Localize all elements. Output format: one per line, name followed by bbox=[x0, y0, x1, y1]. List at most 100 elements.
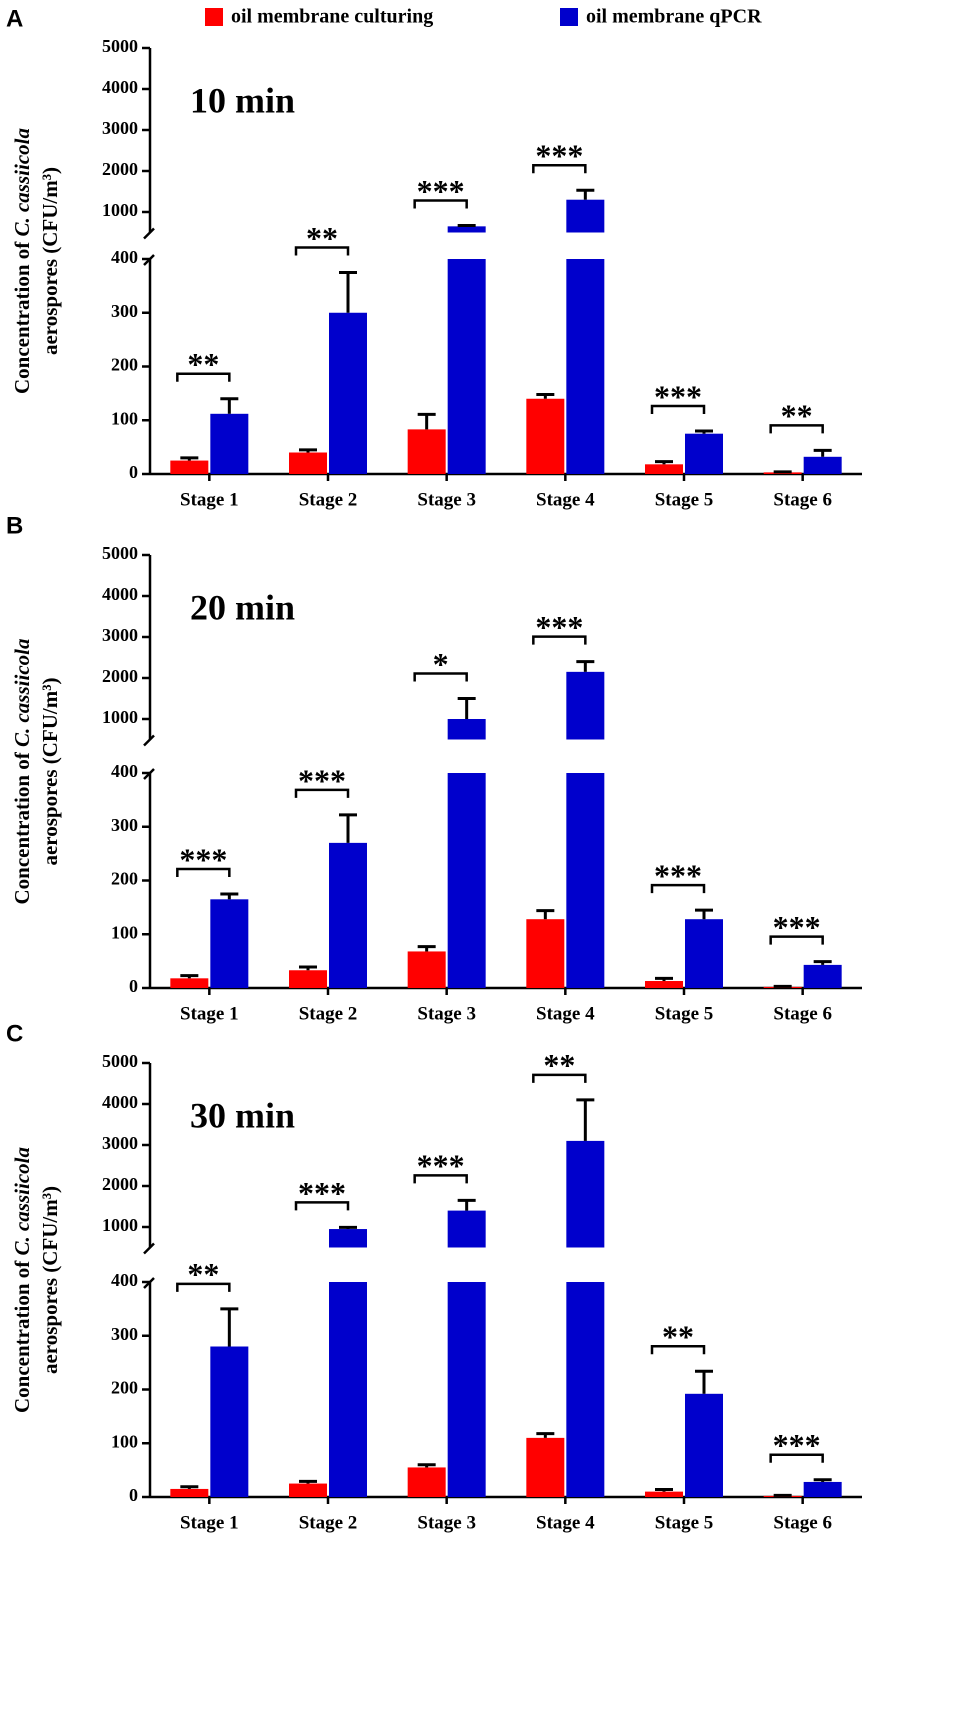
y-tick-label: 3000 bbox=[102, 625, 138, 645]
y-tick-label: 2000 bbox=[102, 666, 138, 686]
bar bbox=[447, 719, 486, 740]
x-tick-label: Stage 4 bbox=[536, 1512, 595, 1533]
significance-bracket bbox=[532, 164, 587, 174]
bar bbox=[447, 259, 486, 474]
significance-label: ** bbox=[306, 220, 338, 256]
y-tick-label: 200 bbox=[111, 1378, 138, 1398]
y-axis-label-part: C. cassiicola bbox=[10, 639, 34, 748]
x-tick-label: Stage 6 bbox=[773, 1003, 832, 1024]
x-tick-label: Stage 6 bbox=[773, 489, 832, 510]
y-axis-label: Concentration of C. cassiicola bbox=[10, 639, 34, 905]
significance-label: *** bbox=[654, 857, 702, 893]
y-tick-label: 400 bbox=[111, 1270, 138, 1290]
panel-label: C bbox=[6, 1020, 23, 1047]
x-tick-label: Stage 6 bbox=[773, 1512, 832, 1533]
significance-bracket bbox=[413, 672, 468, 682]
y-axis-label-part: Concentration of bbox=[10, 241, 34, 394]
bar bbox=[447, 1282, 486, 1497]
bar bbox=[329, 842, 367, 988]
bar bbox=[566, 1282, 605, 1497]
x-tick-label: Stage 5 bbox=[655, 1512, 714, 1533]
panel-label: A bbox=[6, 5, 23, 32]
significance-label: *** bbox=[654, 378, 702, 414]
y-tick-label: 1000 bbox=[102, 200, 138, 220]
bar bbox=[289, 1483, 327, 1497]
x-tick-label: Stage 4 bbox=[536, 489, 595, 510]
y-axis-label-part: Concentration of bbox=[10, 1260, 34, 1413]
bar bbox=[329, 1282, 367, 1497]
x-tick-label: Stage 1 bbox=[180, 489, 239, 510]
bar bbox=[803, 964, 842, 988]
y-tick-label: 0 bbox=[129, 976, 138, 996]
bar bbox=[645, 981, 683, 988]
significance-bracket bbox=[650, 883, 706, 894]
bar bbox=[566, 259, 605, 474]
significance-label: * bbox=[433, 646, 449, 682]
y-tick-label: 100 bbox=[111, 922, 138, 942]
bar bbox=[685, 433, 723, 474]
significance-bracket bbox=[176, 867, 231, 877]
significance-label: *** bbox=[773, 909, 821, 945]
bar bbox=[685, 1393, 723, 1497]
significance-bracket bbox=[769, 424, 824, 434]
bar bbox=[566, 199, 605, 233]
y-tick-label: 0 bbox=[129, 462, 138, 482]
significance-label: ** bbox=[662, 1319, 694, 1355]
x-tick-label: Stage 2 bbox=[299, 1003, 358, 1024]
y-tick-label: 1000 bbox=[102, 1215, 138, 1235]
significance-bracket bbox=[176, 372, 231, 382]
bar bbox=[289, 970, 327, 988]
significance-bracket bbox=[769, 1453, 824, 1463]
x-tick-label: Stage 2 bbox=[299, 1512, 358, 1533]
axis-break bbox=[143, 1242, 155, 1255]
y-axis-label: Concentration of C. cassiicola bbox=[10, 128, 34, 394]
significance-bracket bbox=[176, 1282, 231, 1292]
significance-label: *** bbox=[179, 841, 227, 877]
y-axis-label-part: Concentration of bbox=[10, 751, 34, 904]
panel-title: 30 min bbox=[190, 1095, 295, 1135]
y-tick-label: 0 bbox=[129, 1485, 138, 1505]
significance-label: *** bbox=[417, 173, 465, 209]
legend-swatch bbox=[560, 8, 578, 26]
y-axis-label: aerospores (CFU/m³) bbox=[38, 167, 62, 355]
y-tick-label: 1000 bbox=[102, 707, 138, 727]
bar bbox=[289, 452, 327, 474]
bar bbox=[210, 413, 249, 474]
bar bbox=[329, 312, 367, 474]
bar bbox=[803, 1481, 842, 1497]
significance-label: *** bbox=[773, 1427, 821, 1463]
axis-break bbox=[143, 227, 155, 240]
y-tick-label: 200 bbox=[111, 355, 138, 375]
y-tick-label: 100 bbox=[111, 408, 138, 428]
y-tick-label: 4000 bbox=[102, 1092, 138, 1112]
y-axis-label: aerospores (CFU/m³) bbox=[38, 1186, 62, 1374]
bar bbox=[210, 1346, 249, 1497]
x-tick-label: Stage 1 bbox=[180, 1512, 239, 1533]
bar bbox=[447, 1210, 486, 1248]
y-axis-label-part: C. cassiicola bbox=[10, 1147, 34, 1256]
bar bbox=[645, 1491, 683, 1497]
y-tick-label: 2000 bbox=[102, 1174, 138, 1194]
bar bbox=[329, 1229, 367, 1248]
y-tick-label: 5000 bbox=[102, 36, 138, 56]
x-tick-label: Stage 4 bbox=[536, 1003, 595, 1024]
significance-bracket bbox=[532, 635, 587, 645]
bar bbox=[566, 1140, 605, 1248]
bar bbox=[407, 951, 446, 988]
significance-bracket bbox=[294, 246, 350, 256]
y-axis-label: aerospores (CFU/m³) bbox=[38, 677, 62, 865]
significance-label: ** bbox=[187, 1256, 219, 1292]
y-tick-label: 100 bbox=[111, 1431, 138, 1451]
legend-label: oil membrane culturing bbox=[231, 6, 433, 28]
x-tick-label: Stage 5 bbox=[655, 489, 714, 510]
y-tick-label: 300 bbox=[111, 815, 138, 835]
x-tick-label: Stage 2 bbox=[299, 489, 358, 510]
bar bbox=[447, 773, 486, 988]
y-axis-label: Concentration of C. cassiicola bbox=[10, 1147, 34, 1413]
significance-label: *** bbox=[298, 762, 346, 798]
significance-bracket bbox=[532, 1073, 587, 1083]
y-tick-label: 3000 bbox=[102, 1133, 138, 1153]
bar bbox=[170, 1488, 209, 1497]
axis-break bbox=[143, 734, 155, 747]
